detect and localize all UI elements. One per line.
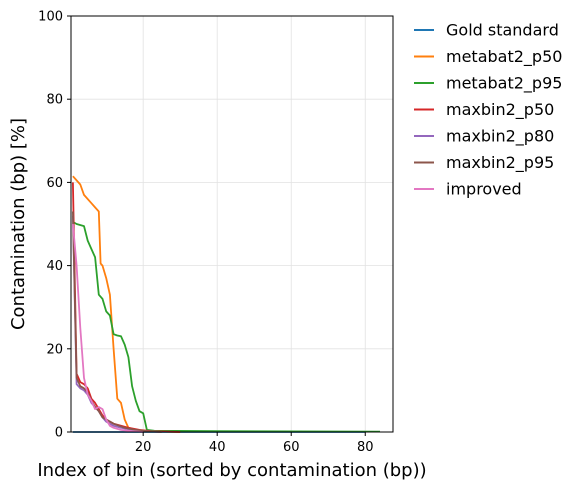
legend: Gold standard metabat2_p50 metabat2_p95max… xyxy=(414,21,562,199)
x-axis-title: Index of bin (sorted by contamination (b… xyxy=(37,460,426,481)
legend-label-metabat2-p95: metabat2_p95 xyxy=(446,74,562,94)
x-tick-label: 40 xyxy=(209,440,226,455)
legend-label-maxbin2-p80: maxbin2_p80 xyxy=(446,127,554,147)
grid-lines xyxy=(71,16,393,432)
legend-label-maxbin2-p50: maxbin2_p50 xyxy=(446,100,554,120)
series-line-metabat2-p95 xyxy=(72,221,381,433)
y-tick-label: 80 xyxy=(46,93,63,108)
x-tick-label: 60 xyxy=(283,440,300,455)
y-tick-label: 100 xyxy=(38,10,63,25)
x-tick-label: 80 xyxy=(357,440,374,455)
legend-label-gold-standard: Gold standard xyxy=(446,21,559,40)
x-tick-label: 20 xyxy=(135,440,152,455)
legend-label-metabat2-p50: metabat2_p50 xyxy=(446,47,562,67)
y-tick-label: 60 xyxy=(46,176,63,191)
y-tick-label: 40 xyxy=(46,259,63,274)
legend-label-maxbin2-p95: maxbin2_p95 xyxy=(446,153,554,173)
y-axis-title: Contamination (bp) [%] xyxy=(8,118,29,330)
axis-ticks: 20 40 60 80 0 20 40 60 80 100 xyxy=(38,10,373,456)
y-tick-label: 0 xyxy=(55,426,63,441)
y-tick-label: 20 xyxy=(46,342,63,357)
series-line-improved xyxy=(72,223,144,433)
plot-frame xyxy=(70,15,394,433)
legend-label-improved: improved xyxy=(446,180,522,199)
series-line-maxbin2-p95 xyxy=(72,211,162,433)
